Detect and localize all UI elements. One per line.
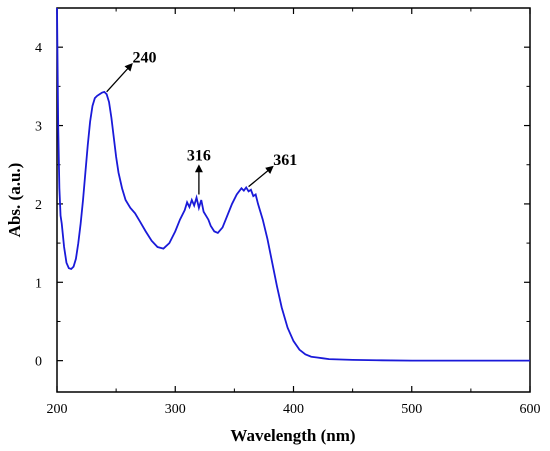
tick-labels: 200 300 400 500 600 0 1 2 3 4 xyxy=(35,41,541,417)
peak-arrow xyxy=(106,62,133,93)
peak-annotations: 240 316 361 xyxy=(106,49,297,195)
y-tick-label: 0 xyxy=(35,355,42,370)
x-axis-title: Wavelength (nm) xyxy=(230,426,355,445)
y-tick-label: 1 xyxy=(35,276,42,291)
peak-arrow xyxy=(248,165,274,188)
axis-ticks xyxy=(56,8,531,392)
y-tick-label: 3 xyxy=(35,120,42,135)
peak-label: 316 xyxy=(187,147,211,164)
y-tick-label: 2 xyxy=(35,198,42,213)
x-tick-label: 600 xyxy=(520,402,541,417)
x-tick-label: 500 xyxy=(401,402,422,417)
peak-label: 240 xyxy=(132,49,156,66)
plot-frame xyxy=(56,7,531,393)
absorbance-series-line xyxy=(56,7,530,362)
x-tick-label: 200 xyxy=(47,402,68,417)
y-axis-title: Abs. (a.u.) xyxy=(5,163,24,238)
y-tick-label: 4 xyxy=(35,41,42,56)
peak-label: 361 xyxy=(273,152,297,169)
x-tick-label: 300 xyxy=(165,402,186,417)
x-tick-label: 400 xyxy=(283,402,304,417)
